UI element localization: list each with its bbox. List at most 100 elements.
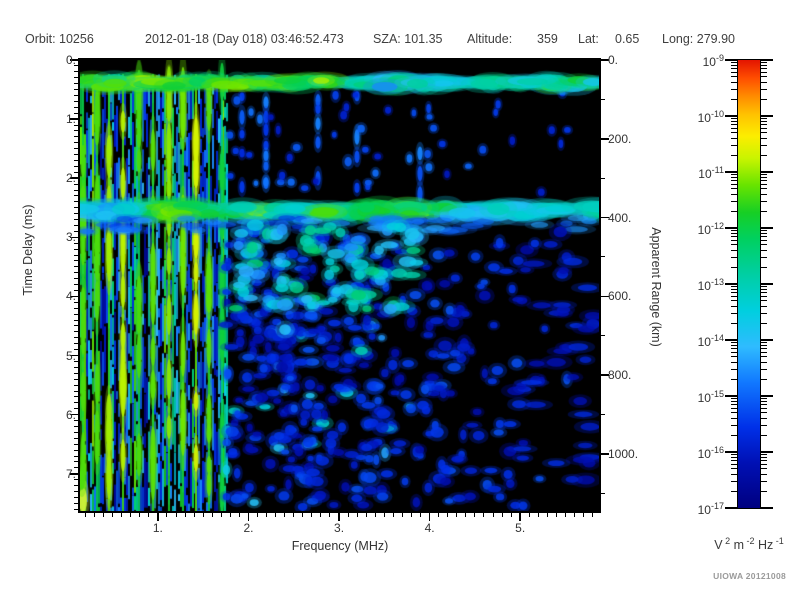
- cb-minor-tick-right: [761, 424, 767, 426]
- y2-major-tick: [601, 59, 609, 61]
- x-minor-tick: [266, 513, 268, 517]
- x-minor-tick: [383, 513, 385, 517]
- cb-minor-tick-right: [761, 480, 767, 482]
- cb-minor-tick-right: [761, 288, 767, 290]
- cb-minor-tick-left: [731, 132, 737, 134]
- cb-minor-tick-left: [731, 424, 737, 426]
- cb-major-tick-left: [725, 507, 737, 509]
- cb-minor-tick-left: [731, 378, 737, 380]
- cb-minor-tick-left: [731, 490, 737, 492]
- cb-minor-tick-left: [731, 460, 737, 462]
- cb-minor-tick-right: [761, 378, 767, 380]
- cb-minor-tick-left: [731, 62, 737, 64]
- cb-major-tick-left: [725, 339, 737, 341]
- x-minor-tick: [528, 513, 530, 517]
- cb-minor-tick-right: [761, 454, 767, 456]
- cb-minor-tick-right: [761, 286, 767, 288]
- y2-minor-tick: [601, 177, 605, 179]
- y-minor-tick: [74, 171, 78, 173]
- cb-minor-tick-right: [761, 137, 767, 139]
- cb-minor-tick-right: [761, 342, 767, 344]
- y-minor-tick: [74, 443, 78, 445]
- x-major-tick: [338, 513, 340, 521]
- header-lat-value: 0.65: [615, 32, 640, 46]
- x-minor-tick: [257, 513, 259, 517]
- y-major-tick: [70, 413, 78, 416]
- x-minor-tick: [411, 513, 412, 517]
- cb-major-tick-right: [761, 115, 773, 117]
- cb-minor-tick-right: [761, 344, 767, 346]
- y-minor-tick: [74, 485, 78, 487]
- x-minor-tick: [166, 513, 168, 517]
- cb-minor-tick-right: [761, 176, 767, 178]
- cb-minor-tick-right: [761, 305, 767, 307]
- x-minor-tick: [220, 513, 222, 517]
- y-minor-tick: [74, 142, 78, 144]
- y-minor-tick: [74, 307, 78, 309]
- cb-major-tick-left: [725, 59, 737, 61]
- y-tick-label: 5.: [65, 348, 76, 363]
- y2-minor-tick: [601, 335, 605, 337]
- cb-minor-tick-left: [731, 232, 737, 234]
- cb-minor-tick-right: [761, 312, 767, 314]
- y2-tick-label: 400.: [608, 210, 632, 225]
- x-tick-label: 3.: [334, 521, 345, 535]
- y-minor-tick: [74, 201, 78, 203]
- cb-major-tick-left: [725, 171, 737, 173]
- cb-minor-tick-right: [761, 124, 767, 126]
- x-minor-tick: [420, 513, 422, 517]
- x-minor-tick: [84, 513, 86, 517]
- x-minor-tick: [311, 513, 313, 517]
- y-minor-tick: [74, 260, 78, 262]
- y-minor-tick: [74, 124, 78, 126]
- x-axis-title: Frequency (MHz): [291, 539, 389, 553]
- cb-minor-tick-right: [761, 256, 767, 258]
- x-minor-tick: [284, 513, 286, 517]
- y-minor-tick: [74, 319, 78, 321]
- y-minor-tick: [74, 207, 78, 209]
- y-minor-tick: [74, 396, 78, 398]
- x-minor-tick: [211, 513, 213, 517]
- y-minor-tick: [74, 272, 78, 274]
- y-minor-tick: [74, 136, 78, 138]
- cb-minor-tick-left: [731, 407, 737, 409]
- y-minor-tick: [74, 343, 78, 345]
- x-minor-tick: [130, 513, 132, 517]
- y-minor-tick: [74, 219, 78, 221]
- cb-minor-tick-left: [731, 468, 737, 470]
- cb-minor-tick-left: [731, 295, 737, 297]
- y-minor-tick: [74, 467, 78, 469]
- cb-minor-tick-right: [761, 88, 767, 90]
- header-datetime: 2012-01-18 (Day 018) 03:46:52.473: [145, 32, 344, 46]
- y2-tick-label: 200.: [608, 131, 632, 146]
- y-minor-tick: [74, 290, 78, 292]
- cb-minor-tick-right: [761, 120, 767, 122]
- cb-minor-tick-right: [761, 398, 767, 400]
- x-minor-tick: [474, 513, 476, 517]
- cb-minor-tick-right: [761, 232, 767, 234]
- x-minor-tick: [139, 513, 141, 517]
- cb-minor-tick-left: [731, 473, 737, 475]
- y-minor-tick: [74, 213, 78, 215]
- x-major-tick: [247, 513, 250, 521]
- x-minor-tick: [465, 513, 467, 517]
- cb-minor-tick-left: [731, 480, 737, 482]
- y-minor-tick: [74, 490, 78, 492]
- y-minor-tick: [74, 378, 78, 380]
- x-minor-tick: [392, 513, 394, 517]
- y-major-tick: [70, 295, 78, 298]
- cb-minor-tick-right: [761, 322, 767, 324]
- cb-major-tick-right: [761, 283, 773, 285]
- y-minor-tick: [74, 106, 78, 108]
- cb-minor-tick-left: [731, 174, 737, 176]
- cb-minor-tick-left: [731, 64, 737, 66]
- y-minor-tick: [74, 195, 78, 197]
- x-minor-tick: [546, 513, 548, 517]
- cb-major-tick-left: [725, 395, 737, 397]
- cb-minor-tick-left: [731, 344, 737, 346]
- cb-major-tick-right: [761, 171, 773, 173]
- cb-minor-tick-right: [761, 400, 767, 402]
- cb-minor-tick-left: [731, 239, 737, 241]
- y-minor-tick: [74, 502, 78, 504]
